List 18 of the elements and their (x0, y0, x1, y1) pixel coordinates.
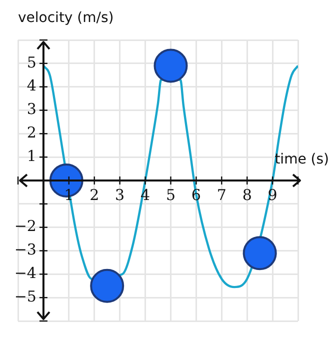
y-tick-label: 1 (26, 146, 36, 165)
y-tick-label: 4 (26, 76, 36, 95)
point (90, 268, 124, 303)
x-tick-label: 3 (115, 186, 125, 204)
y-tick-label: −5 (14, 287, 36, 306)
point (242, 236, 277, 270)
x-tick-label: 2 (90, 186, 100, 204)
x-tick-label: 7 (216, 186, 226, 204)
x-tick-label: 8 (242, 186, 252, 204)
y-tick-label: −2 (14, 217, 36, 236)
x-tick-label: 5 (166, 186, 176, 204)
point (154, 48, 188, 83)
y-tick-label: 2 (26, 124, 36, 142)
y-tick-label: −4 (14, 264, 36, 282)
y-tick-label: 5 (26, 53, 36, 72)
y-tick-label: 3 (26, 100, 36, 118)
y-axis-title: velocity (m/s) (18, 10, 114, 26)
y-tick-label: −3 (14, 240, 36, 259)
